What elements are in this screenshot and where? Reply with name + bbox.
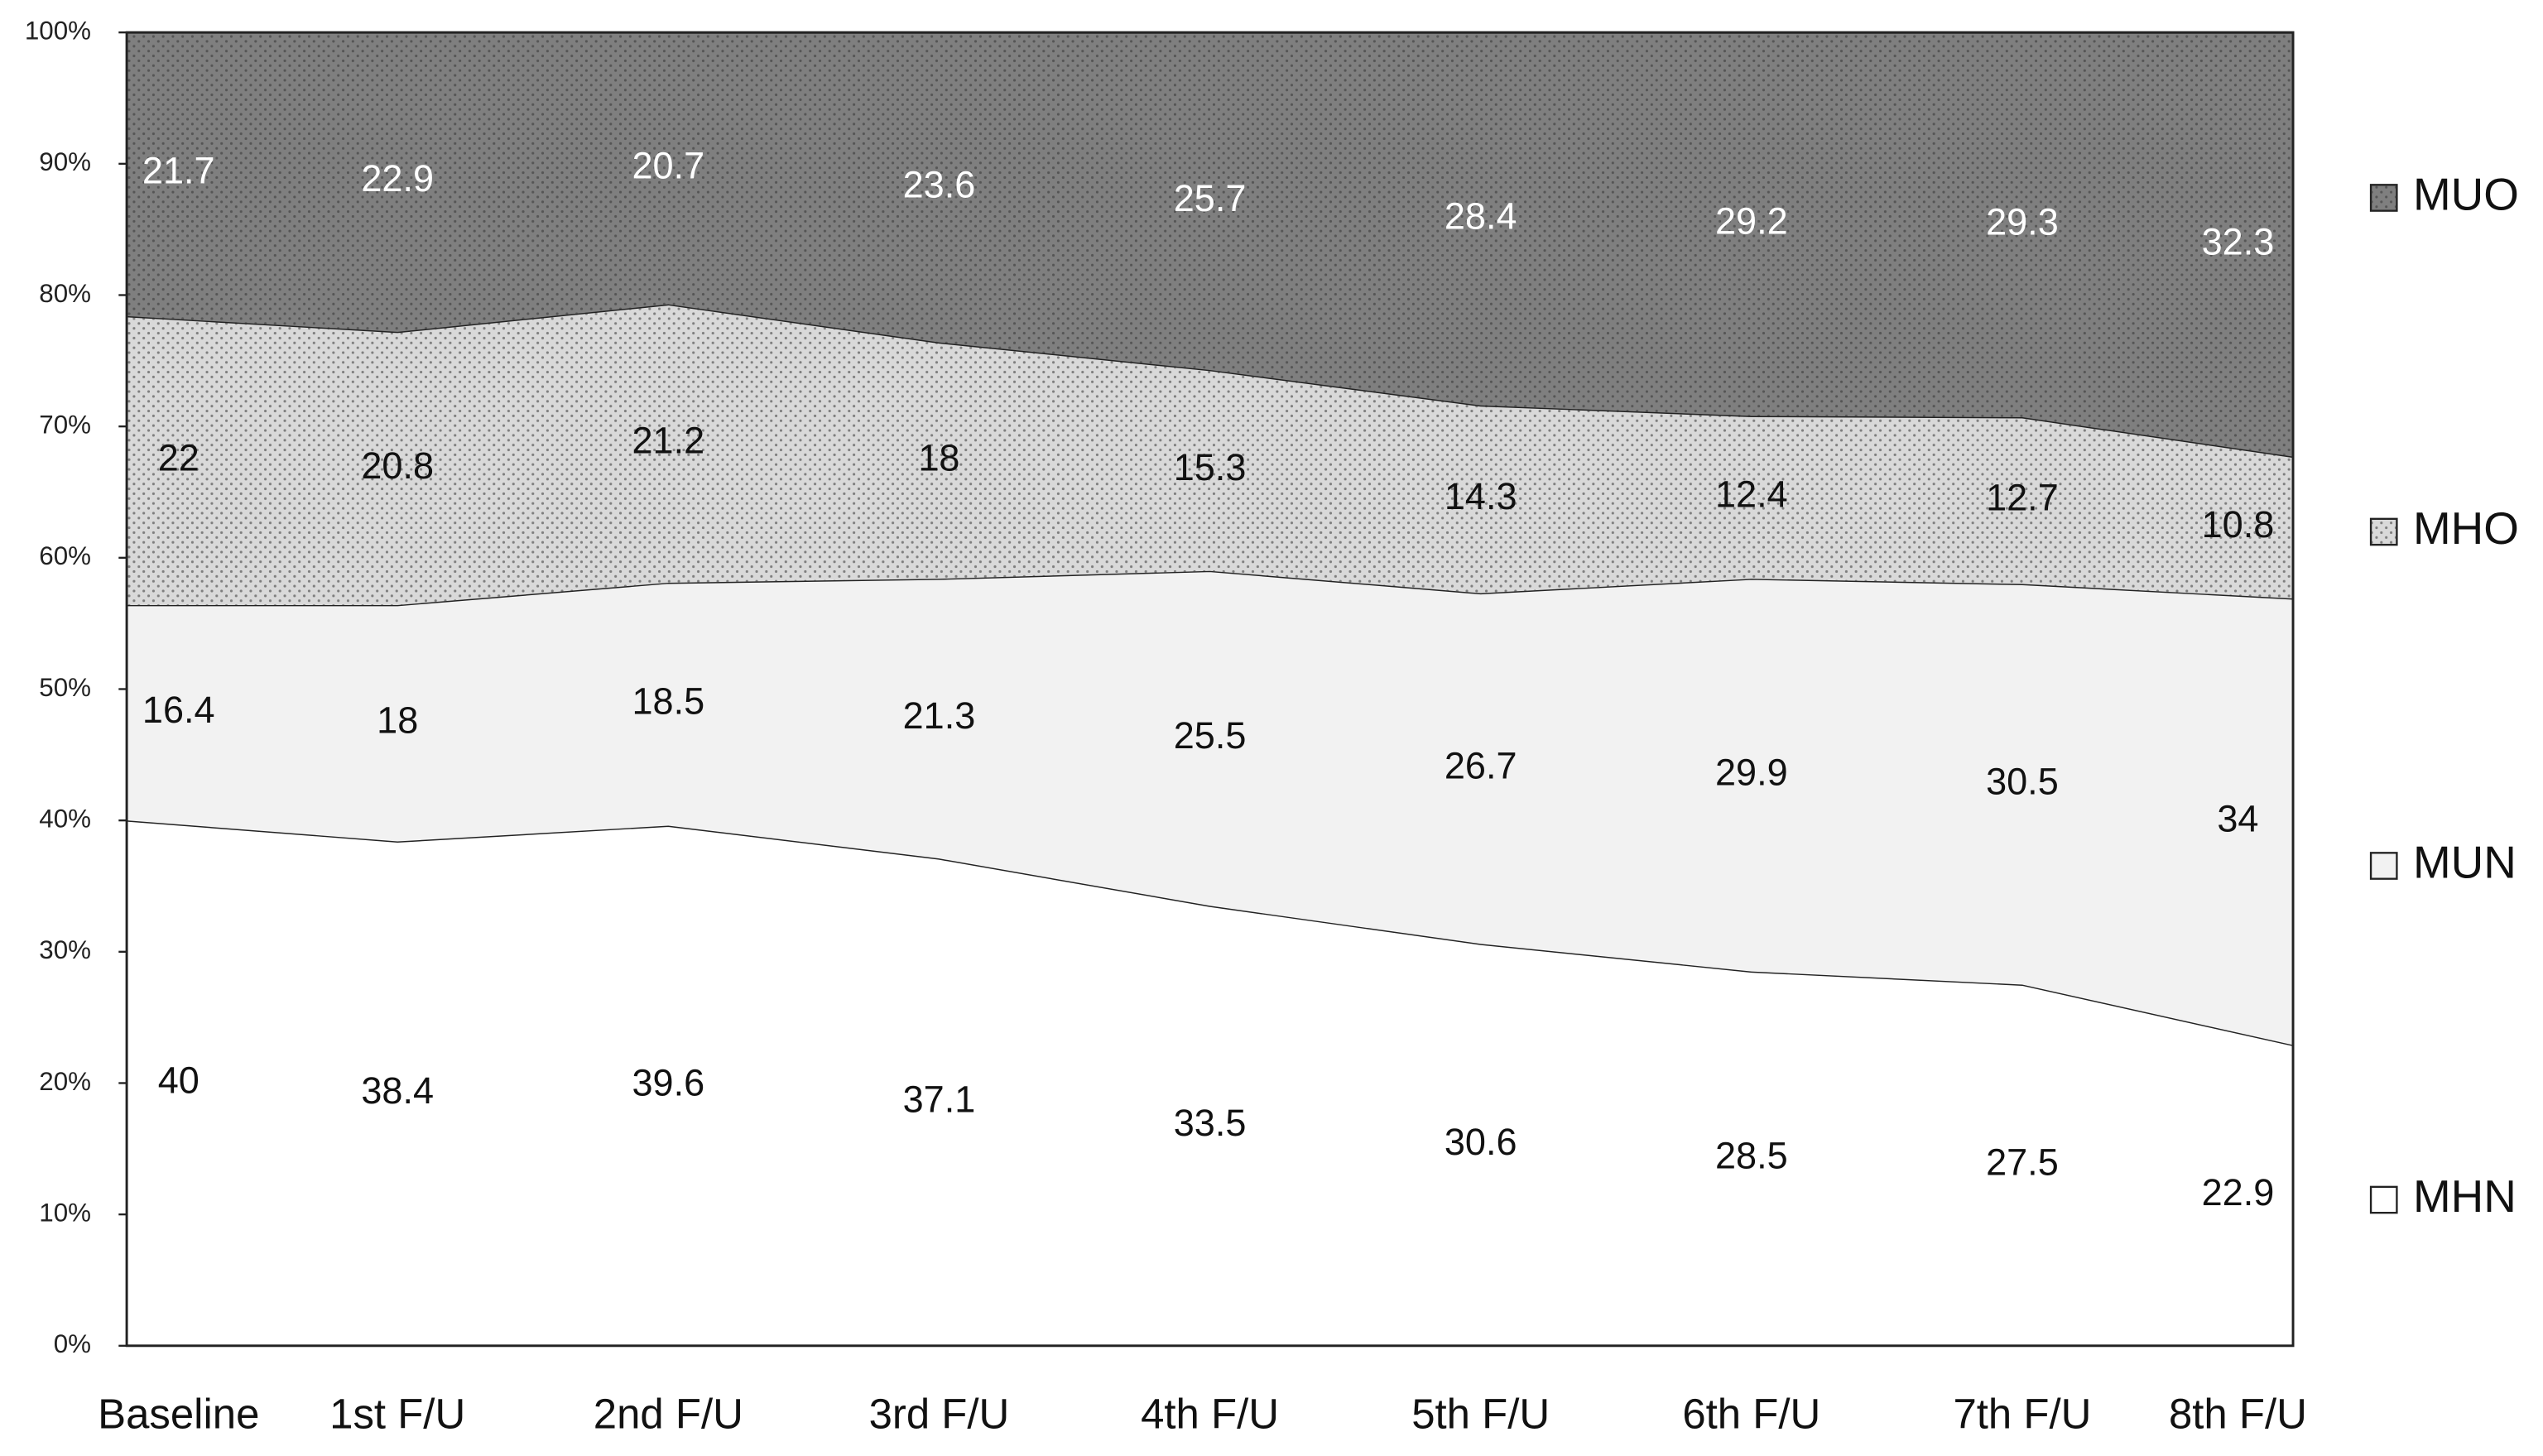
value-label: 14.3	[1445, 475, 1517, 517]
value-label: 21.3	[903, 694, 976, 737]
x-tick-label: 2nd F/U	[594, 1390, 743, 1437]
value-label: 28.4	[1445, 195, 1517, 237]
value-label: 18	[918, 436, 959, 478]
value-label: 29.3	[1986, 201, 2059, 243]
x-tick-label: 5th F/U	[1411, 1390, 1550, 1437]
legend-swatch	[2369, 1185, 2398, 1214]
y-tick-label: 0%	[54, 1329, 91, 1358]
legend-label: MHN	[2413, 1170, 2517, 1222]
y-tick-label: 40%	[39, 804, 91, 833]
value-label: 22.9	[361, 157, 434, 199]
y-tick-label: 80%	[39, 279, 91, 308]
value-label: 15.3	[1174, 446, 1247, 488]
legend-label: MUN	[2413, 836, 2517, 887]
value-label: 23.6	[903, 163, 976, 205]
x-tick-label: 4th F/U	[1141, 1390, 1279, 1437]
x-tick-label: 8th F/U	[2169, 1390, 2307, 1437]
value-label: 26.7	[1445, 744, 1517, 786]
area-pattern	[127, 32, 2294, 457]
value-label: 30.5	[1986, 760, 2059, 802]
y-tick-label: 90%	[39, 147, 91, 176]
value-label: 39.6	[632, 1062, 704, 1104]
y-tick-label: 70%	[39, 410, 91, 439]
value-label: 25.7	[1174, 177, 1247, 219]
y-tick-label: 50%	[39, 673, 91, 702]
legend-swatch-pattern	[2371, 185, 2397, 211]
x-tick-label: 1st F/U	[329, 1390, 465, 1437]
value-label: 28.5	[1715, 1135, 1788, 1177]
area-pattern	[127, 304, 2294, 605]
legend-label: MHO	[2413, 502, 2519, 554]
x-tick-label: Baseline	[98, 1390, 259, 1437]
value-label: 29.2	[1715, 200, 1788, 243]
value-label: 27.5	[1986, 1141, 2059, 1184]
x-tick-label: 7th F/U	[1953, 1390, 2091, 1437]
value-label: 29.9	[1715, 751, 1788, 793]
value-label: 21.7	[142, 150, 215, 192]
value-label: 12.4	[1715, 473, 1788, 516]
area	[127, 820, 2294, 1346]
y-tick-label: 20%	[39, 1067, 91, 1096]
overlay: 40 38.4 39.6 37.1 33.5 30.6 28.5 27.5 22.9 16.4 18…	[25, 16, 2519, 1437]
value-label: 22.9	[2202, 1171, 2275, 1213]
area	[127, 570, 2294, 1045]
legend-swatch	[2369, 852, 2398, 880]
value-label: 21.2	[632, 420, 704, 462]
y-tick-label: 10%	[39, 1198, 91, 1227]
value-label: 34	[2217, 798, 2258, 840]
value-label: 40	[158, 1059, 199, 1101]
value-label: 32.3	[2202, 220, 2275, 262]
value-label: 16.4	[142, 689, 215, 731]
y-tick-label: 60%	[39, 541, 91, 570]
value-label: 25.5	[1174, 714, 1247, 757]
value-label: 12.7	[1986, 477, 2059, 519]
value-label: 22	[158, 436, 199, 478]
value-label: 20.8	[361, 444, 434, 487]
y-tick-label: 100%	[25, 16, 91, 45]
value-label: 33.5	[1174, 1102, 1247, 1144]
value-label: 10.8	[2202, 503, 2275, 545]
plot-area	[127, 32, 2294, 1346]
x-tick-label: 3rd F/U	[869, 1390, 1010, 1437]
x-tick-label: 6th F/U	[1682, 1390, 1820, 1437]
value-label: 20.7	[632, 144, 704, 186]
value-label: 30.6	[1445, 1121, 1517, 1163]
y-tick-label: 30%	[39, 935, 91, 964]
legend-swatch-pattern	[2371, 518, 2397, 545]
value-label: 18	[377, 699, 418, 742]
legend-label: MUO	[2413, 168, 2519, 219]
value-label: 38.4	[361, 1069, 434, 1112]
value-label: 37.1	[903, 1078, 976, 1120]
value-label: 18.5	[632, 680, 704, 723]
